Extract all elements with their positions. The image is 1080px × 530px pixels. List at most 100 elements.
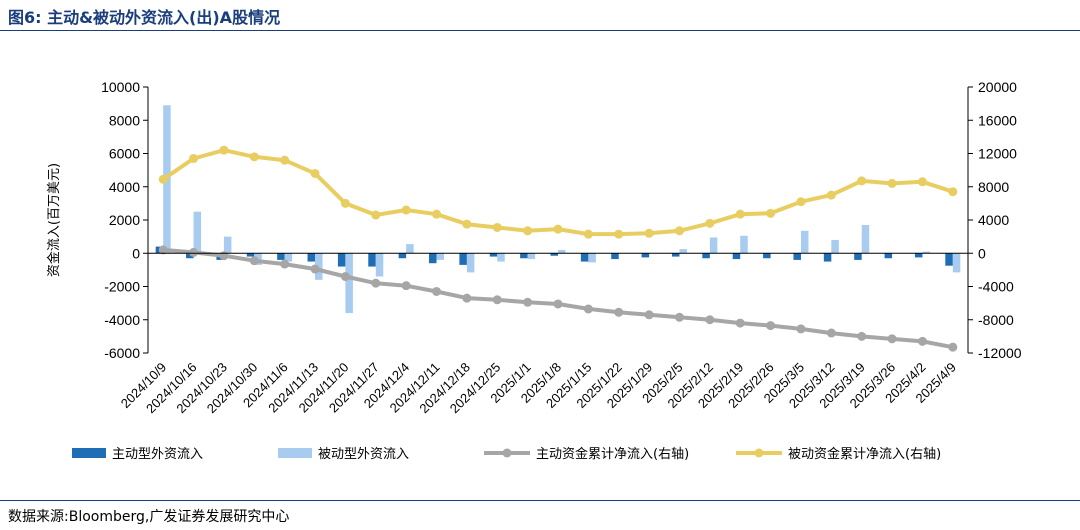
active-bar <box>307 253 316 262</box>
right-tick-label: -8000 <box>978 312 1014 328</box>
active-cumulative-point <box>310 264 320 274</box>
passive-bar <box>497 253 505 262</box>
active-bar <box>763 253 771 259</box>
passive-cumulative-point <box>644 228 654 238</box>
passive-cumulative-point <box>948 187 958 197</box>
legend-active-cumulative-label: 主动资金累计净流入(右轴) <box>536 446 689 462</box>
active-cumulative-point <box>766 321 776 331</box>
right-tick-label: 0 <box>978 245 986 261</box>
active-cumulative-point <box>917 336 927 346</box>
passive-bar <box>466 253 475 273</box>
passive-cumulative-point <box>189 153 199 163</box>
active-bar <box>671 253 680 257</box>
passive-cumulative-point <box>857 176 867 186</box>
active-cumulative-point <box>826 328 836 338</box>
passive-bar <box>436 253 445 260</box>
active-bar <box>823 253 832 262</box>
y-axis-label: 资金流入(百万美元) <box>46 163 62 277</box>
passive-bar <box>679 249 687 254</box>
active-bar <box>611 253 619 260</box>
active-cumulative-point <box>735 318 745 328</box>
passive-bar <box>709 237 718 254</box>
active-bar <box>459 253 467 265</box>
active-cumulative-point <box>249 256 259 266</box>
active-bar <box>854 253 862 260</box>
active-bar <box>914 253 923 258</box>
right-tick-label: 8000 <box>978 179 1009 195</box>
active-bar <box>186 253 194 259</box>
passive-cumulative-point <box>796 197 806 207</box>
active-bar <box>793 253 801 260</box>
active-cumulative-point <box>189 247 199 257</box>
right-tick-label: 12000 <box>978 146 1017 162</box>
figure-header: 图6: 主动&被动外资流入(出)A股情况 <box>0 0 1080 30</box>
active-cumulative-point <box>796 324 806 334</box>
passive-bar <box>740 235 748 254</box>
passive-cumulative-point <box>917 177 927 187</box>
active-cumulative-point <box>948 342 958 352</box>
passive-cumulative-point <box>705 218 715 228</box>
passive-bar <box>588 253 596 263</box>
active-bar <box>580 253 589 262</box>
active-bar <box>550 253 558 256</box>
passive-cumulative-point <box>826 190 836 200</box>
active-bar <box>945 253 953 266</box>
legend-active-bar-swatch <box>72 448 106 458</box>
passive-cumulative-point <box>371 210 381 220</box>
line-series-group <box>158 145 958 352</box>
right-tick-label: 16000 <box>978 112 1017 128</box>
passive-bar <box>922 251 930 254</box>
active-cumulative-point <box>857 331 867 341</box>
passive-cumulative-point <box>340 198 350 208</box>
legend-active-cumulative-marker <box>502 448 512 458</box>
active-bar <box>429 253 437 264</box>
active-bar <box>398 253 407 259</box>
active-cumulative-point <box>432 286 442 296</box>
active-bar <box>732 253 741 260</box>
passive-cumulative-point <box>280 155 290 165</box>
passive-cumulative-point <box>674 226 684 236</box>
left-tick-label: 0 <box>132 245 140 261</box>
active-cumulative-point <box>340 272 350 282</box>
active-cumulative-point <box>280 259 290 269</box>
legend-active-bar-label: 主动型外资流入 <box>112 447 203 462</box>
active-bar <box>520 253 528 259</box>
active-bar <box>277 253 285 260</box>
left-tick-label: -4000 <box>104 312 140 328</box>
active-cumulative-point <box>492 295 502 305</box>
passive-cumulative-point <box>492 222 502 232</box>
passive-bar <box>861 224 870 254</box>
active-cumulative-point <box>887 334 897 344</box>
figure-title: 图6: 主动&被动外资流入(出)A股情况 <box>8 8 281 27</box>
left-tick-label: -6000 <box>104 345 140 361</box>
passive-bar <box>284 253 293 262</box>
active-bar <box>641 253 650 258</box>
left-tick-label: 8000 <box>109 112 140 128</box>
passive-bar <box>527 253 536 260</box>
active-bar <box>246 253 255 257</box>
passive-cumulative-point <box>614 229 624 239</box>
active-bar <box>489 253 498 257</box>
active-cumulative-point <box>462 293 472 303</box>
right-tick-label: 4000 <box>978 212 1009 228</box>
left-tick-label: 4000 <box>109 179 140 195</box>
legend-passive-cumulative-label: 被动资金累计净流入(右轴) <box>788 446 941 462</box>
right-tick-label: -12000 <box>978 345 1022 361</box>
passive-bar <box>558 249 566 254</box>
passive-bar <box>345 253 353 314</box>
right-tick-label: -4000 <box>978 279 1014 295</box>
active-bar <box>884 253 893 259</box>
left-axis: -6000 -4000 -2000 0 2000 4000 6000 8000 10000 <box>101 79 149 361</box>
active-cumulative-point <box>401 281 411 291</box>
active-cumulative-point <box>158 245 168 255</box>
passive-cumulative-point <box>432 209 442 219</box>
active-cumulative-point <box>523 297 533 307</box>
active-bar <box>702 253 710 259</box>
passive-cumulative-point <box>310 168 320 178</box>
legend-passive-bar-label: 被动型外资流入 <box>318 447 409 462</box>
left-tick-label: -2000 <box>104 279 140 295</box>
left-tick-label: 2000 <box>109 212 140 228</box>
passive-bar <box>223 236 232 254</box>
passive-bar <box>831 239 839 254</box>
passive-bar <box>193 211 202 254</box>
